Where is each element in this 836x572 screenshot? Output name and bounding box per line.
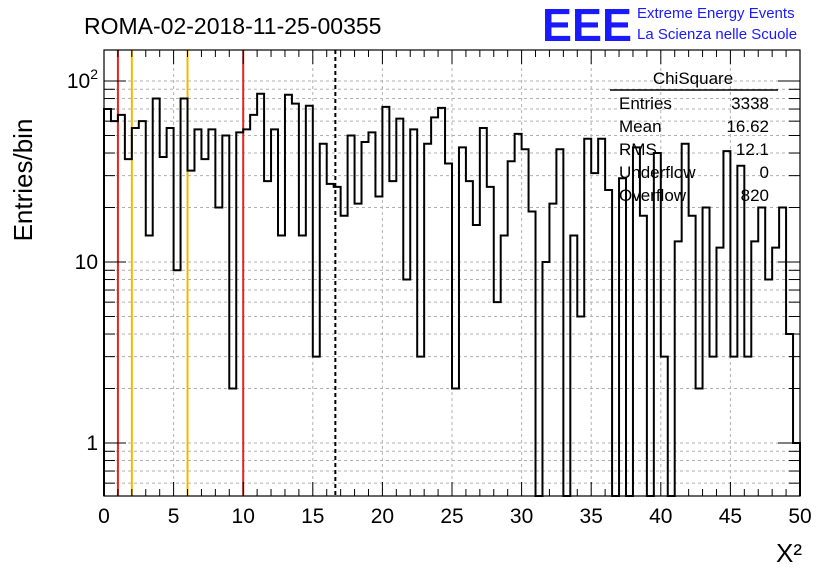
stats-rows: Entries 3338 Mean 16.62 RMS 12.1 Underflow 0 Ove…: [619, 94, 769, 205]
stats-value: 16.62: [726, 117, 769, 136]
histogram-outline: [103, 92, 801, 497]
chart-title: ROMA-02-2018-11-25-00355: [84, 13, 381, 39]
stats-title: ChiSquare: [653, 69, 733, 88]
x-tick-label: 25: [440, 505, 463, 528]
tick-labels: 0 5 10 15 20 25 30 35 40 45 50 1 10 102: [67, 66, 812, 528]
x-tick-label: 45: [719, 505, 742, 528]
stats-label: Mean: [619, 117, 662, 136]
logo-line-1: Extreme Energy Events: [637, 5, 795, 22]
x-tick-label: 15: [301, 505, 324, 528]
y-tick-label: 102: [67, 66, 98, 93]
y-tick-label: 1: [86, 432, 98, 455]
stats-value: 3338: [731, 94, 769, 113]
logo-mark: EEE: [542, 0, 632, 51]
x-tick-label: 35: [580, 505, 603, 528]
eee-logo: EEE Extreme Energy Events La Scienza nel…: [542, 0, 797, 51]
logo-line-2: La Scienza nelle Scuole: [637, 26, 797, 43]
stats-value: 0: [760, 163, 769, 182]
x-tick-label: 50: [788, 505, 811, 528]
x-tick-label: 40: [649, 505, 672, 528]
y-axis-label: Entries/bin: [8, 119, 38, 242]
y-tick-label: 10: [75, 251, 98, 274]
stats-label: Underflow: [619, 163, 696, 182]
x-tick-label: 5: [168, 505, 180, 528]
stats-box: ChiSquare Entries 3338 Mean 16.62 RMS 12.1 Und…: [610, 69, 778, 205]
axis-ticks: [103, 50, 801, 496]
marker-lines: [116, 50, 337, 496]
stats-value: 12.1: [736, 140, 769, 159]
x-tick-label: 20: [371, 505, 394, 528]
x-tick-label: 30: [510, 505, 533, 528]
stats-value: 820: [741, 186, 769, 205]
stats-label: Entries: [619, 94, 672, 113]
x-tick-label: 0: [98, 505, 110, 528]
x-tick-label: 10: [232, 505, 255, 528]
stats-label: Overflow: [619, 186, 687, 205]
stats-label: RMS: [619, 140, 657, 159]
x-axis-label: X²: [776, 538, 802, 568]
